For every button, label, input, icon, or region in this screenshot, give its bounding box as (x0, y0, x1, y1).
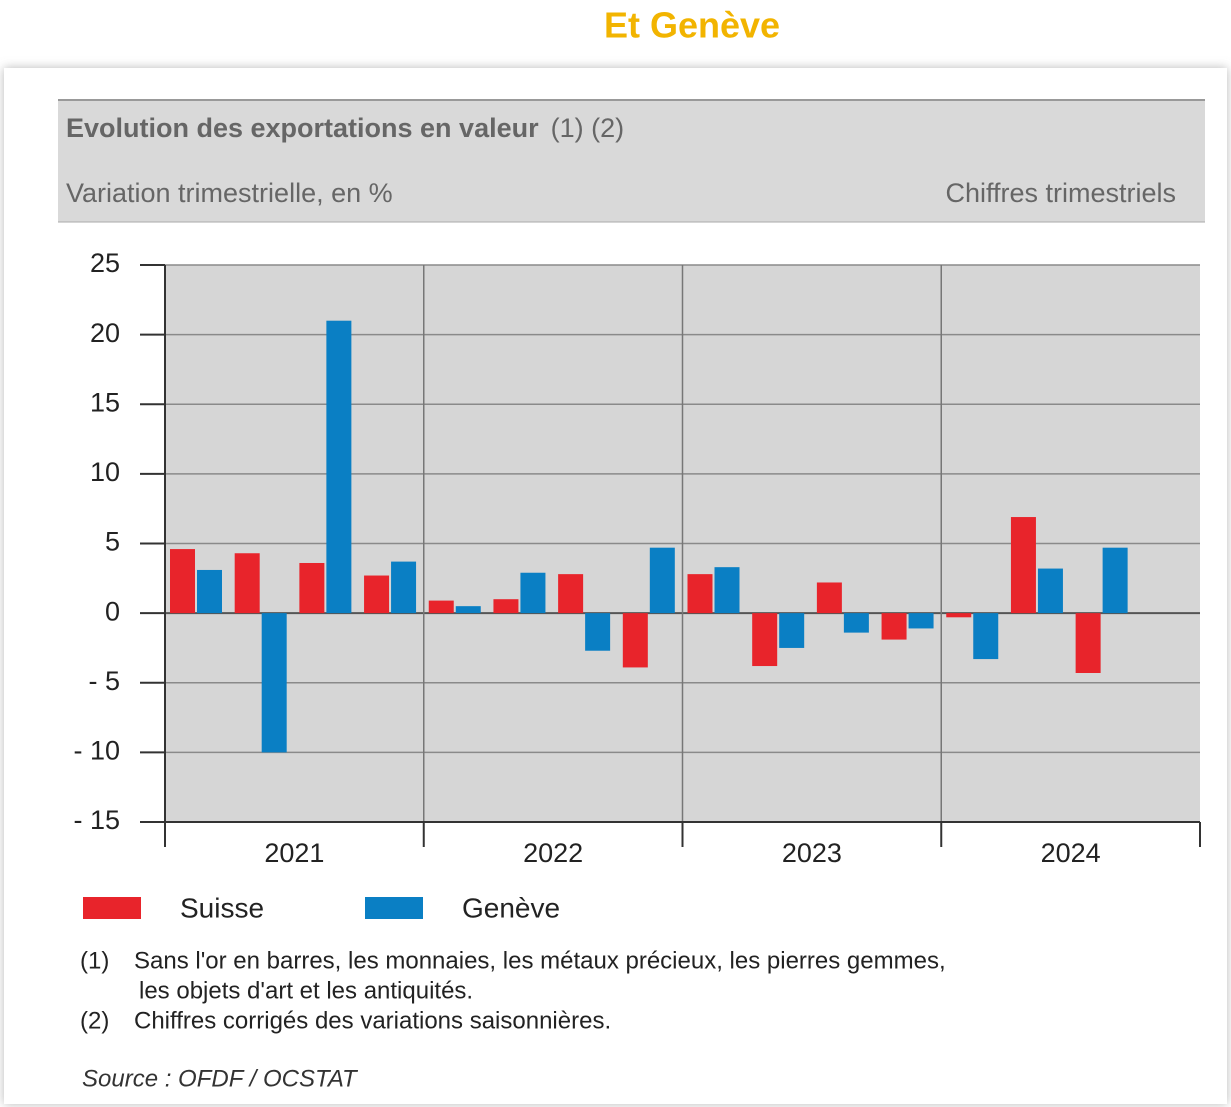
bar (261, 613, 287, 753)
bar (622, 613, 648, 668)
bar (779, 613, 805, 648)
note-line: Chiffres corrigés des variations saisonn… (134, 1007, 611, 1034)
y-tick-label: - 5 (88, 666, 120, 696)
bar (364, 575, 390, 614)
bar (455, 606, 481, 614)
y-tick-label: 0 (105, 596, 120, 626)
bar (714, 567, 740, 614)
x-group-label: 2024 (1041, 838, 1101, 868)
bar (299, 562, 325, 614)
x-group-label: 2022 (523, 838, 583, 868)
bar (687, 574, 713, 614)
x-group-label: 2021 (264, 838, 324, 868)
bar (520, 572, 546, 614)
note-marker: (2) (80, 1007, 109, 1034)
legend-swatch (83, 897, 141, 919)
bar (973, 613, 999, 660)
bar (881, 613, 907, 640)
bar (326, 320, 352, 614)
bar (946, 613, 972, 618)
chart-title-refs: (1) (2) (551, 113, 625, 143)
y-tick-label: 5 (105, 527, 120, 557)
bar (170, 549, 195, 614)
legend-label: Suisse (180, 892, 264, 923)
legend-label: Genève (462, 892, 560, 923)
chart-title-main: Evolution des exportations en valeur (66, 113, 539, 143)
x-group-label: 2023 (782, 838, 842, 868)
bar (816, 582, 842, 614)
bar (1037, 568, 1063, 614)
bar (197, 569, 222, 614)
bar (1102, 547, 1128, 614)
y-tick-label: 10 (90, 457, 120, 487)
bar (908, 613, 934, 629)
y-tick-label: 25 (90, 248, 120, 278)
note-line: les objets d'art et les antiquités. (139, 977, 473, 1004)
note-line: Sans l'or en barres, les monnaies, les m… (134, 947, 946, 974)
chart-title: Evolution des exportations en valeur (1) … (66, 113, 624, 143)
bar (558, 574, 584, 614)
bar (391, 561, 417, 614)
page-title: Et Genève (604, 5, 780, 46)
chart-subtitle-right: Chiffres trimestriels (945, 178, 1176, 208)
bar (585, 613, 611, 651)
bar (1075, 613, 1101, 674)
header-box (58, 100, 1205, 222)
bar (234, 553, 260, 614)
chart-subtitle: Variation trimestrielle, en % (66, 178, 393, 208)
bar (428, 600, 454, 614)
y-tick-label: 15 (90, 387, 120, 417)
bar (493, 599, 519, 614)
bar (1010, 517, 1036, 614)
source: Source : OFDF / OCSTAT (82, 1065, 359, 1092)
bar (649, 547, 675, 614)
y-tick-label: 20 (90, 318, 120, 348)
y-tick-label: - 10 (73, 736, 120, 766)
bar (752, 613, 778, 667)
y-tick-label: - 15 (73, 805, 120, 835)
note-marker: (1) (80, 947, 109, 974)
bar (843, 613, 869, 633)
legend-swatch (365, 897, 423, 919)
